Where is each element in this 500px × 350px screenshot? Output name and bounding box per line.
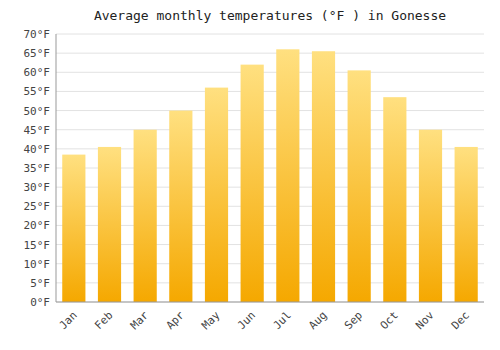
y-tick-label: 20°F [24,219,51,232]
x-axis-line [56,302,484,303]
x-axis: Jan Feb Mar Apr May Jun Jul Aug Sep Oct Nov Dec [57,309,473,333]
grid [56,34,484,302]
bar [276,49,299,302]
grid-line [56,302,484,303]
bar [169,111,192,302]
grid-line [56,72,484,73]
x-tick-label: Nov [413,309,437,333]
x-tick-label: May [199,309,223,333]
x-tick-label: Apr [164,309,188,333]
y-tick-label: 5°F [30,277,50,290]
y-tick-label: 35°F [24,162,51,175]
x-tick-label: Dec [449,309,472,332]
x-tick-label: Oct [378,309,401,332]
x-tick-label: Mar [128,309,152,333]
x-tick-label: Jul [271,309,294,332]
bar [312,51,335,302]
y-tick-label: 25°F [24,200,51,213]
y-tick-label: 0°F [30,296,50,309]
bar [134,130,157,302]
bar [205,88,228,302]
y-tick-label: 45°F [24,124,51,137]
y-tick-label: 70°F [24,28,51,41]
y-axis-line [56,34,57,302]
bars [62,49,478,302]
bar [383,97,406,302]
y-tick-label: 50°F [24,105,51,118]
x-tick-label: Feb [92,309,115,332]
bar [455,147,478,302]
x-tick-label: Jun [235,309,258,332]
grid-line [56,91,484,92]
x-tick-label: Jan [57,309,80,332]
title: Average monthly temperatures (°F ) in Go… [94,8,446,23]
y-tick-label: 60°F [24,66,51,79]
x-tick-label: Sep [342,309,365,332]
bar [62,155,85,302]
bar [241,65,264,302]
x-tick-label: Aug [306,309,329,332]
y-tick-label: 55°F [24,85,51,98]
chart-container: Average monthly temperatures (°F ) in Go… [0,0,500,350]
bar [98,147,121,302]
bar [348,70,371,302]
y-tick-label: 30°F [24,181,51,194]
grid-line [56,53,484,54]
y-axis: 0°F 5°F 10°F 15°F 20°F 25°F 30°F 35°F 40°F 45°F 50… [24,28,51,309]
grid-line [56,110,484,111]
y-tick-label: 15°F [24,239,51,252]
y-tick-label: 40°F [24,143,51,156]
grid-line [56,34,484,35]
y-tick-label: 65°F [24,47,51,60]
bar [419,130,442,302]
chart-svg: Average monthly temperatures (°F ) in Go… [0,0,500,350]
y-tick-label: 10°F [24,258,51,271]
